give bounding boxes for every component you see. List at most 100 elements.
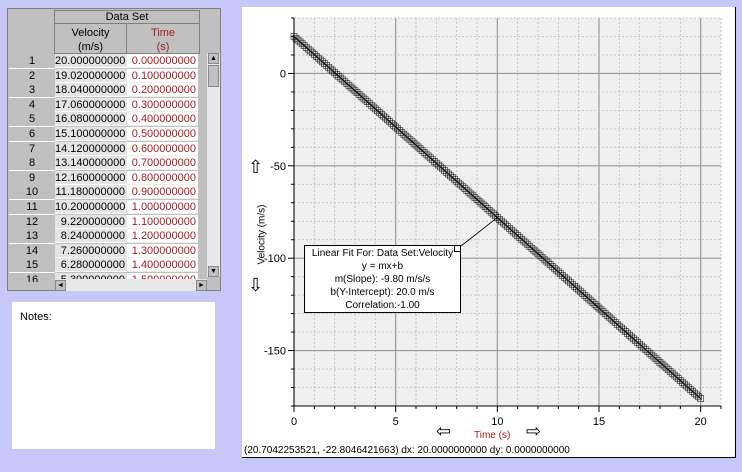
- table-row[interactable]: 14 7.260000000 1.300000000: [8, 243, 208, 259]
- time-cell[interactable]: 1.000000000: [127, 200, 198, 214]
- table-row[interactable]: 16 5.300000000 1.500000000: [8, 273, 208, 282]
- table-row[interactable]: 7 14.120000000 0.600000000: [8, 141, 208, 157]
- row-number[interactable]: 3: [9, 83, 55, 99]
- y-tick-label: -50: [270, 161, 286, 173]
- arrow-right-icon[interactable]: ⇨: [526, 421, 542, 441]
- row-number[interactable]: 13: [9, 229, 55, 245]
- table-row[interactable]: 5 16.080000000 0.400000000: [8, 112, 208, 128]
- time-cell[interactable]: 0.400000000: [127, 112, 198, 127]
- table-row[interactable]: 3 18.040000000 0.200000000: [8, 83, 208, 99]
- horizontal-scrollbar[interactable]: ◄ ►: [55, 279, 207, 291]
- scroll-up-button[interactable]: ▲: [208, 53, 219, 64]
- column-header-time[interactable]: Time (s): [126, 23, 200, 54]
- arrow-up-icon[interactable]: ⇧: [248, 157, 264, 177]
- data-point: [642, 346, 650, 354]
- data-point: [327, 65, 334, 73]
- velocity-time-graph[interactable]: 0 5 10 15 20 0 -50 -100 -150: [242, 7, 736, 458]
- table-row[interactable]: 13 8.240000000 1.200000000: [8, 229, 208, 245]
- scroll-left-button[interactable]: ◄: [55, 280, 66, 291]
- y-axis-label[interactable]: Velocity (m/s): [256, 204, 268, 265]
- graph-panel[interactable]: 0 5 10 15 20 0 -50 -100 -150 ⇧ ⇩ ⇦ ⇨ Time (s) Ve…: [242, 7, 736, 458]
- time-cell[interactable]: 0.900000000: [127, 185, 198, 200]
- row-number[interactable]: 2: [9, 68, 55, 84]
- time-cell[interactable]: 0.600000000: [127, 141, 198, 156]
- velocity-cell[interactable]: 6.280000000: [55, 258, 127, 273]
- vertical-scrollbar[interactable]: ▲ ▼: [207, 53, 220, 277]
- table-row[interactable]: 8 13.140000000 0.700000000: [8, 156, 208, 172]
- table-row[interactable]: 4 17.060000000 0.300000000: [8, 97, 208, 113]
- data-point: [524, 241, 532, 249]
- table-row[interactable]: 11 10.200000000 1.000000000: [8, 200, 208, 215]
- time-cell[interactable]: 1.200000000: [127, 229, 198, 244]
- velocity-cell[interactable]: 15.100000000: [55, 127, 127, 141]
- time-cell[interactable]: 0.700000000: [127, 156, 198, 171]
- velocity-cell[interactable]: 14.120000000: [55, 141, 127, 156]
- velocity-cell[interactable]: 13.140000000: [55, 156, 127, 171]
- velocity-cell[interactable]: 18.040000000: [55, 83, 127, 98]
- data-point: [498, 217, 505, 225]
- table-row[interactable]: 9 12.160000000 0.800000000: [8, 170, 208, 186]
- arrow-down-icon[interactable]: ⇩: [248, 275, 264, 295]
- row-number[interactable]: 6: [9, 127, 55, 142]
- data-point: [664, 366, 672, 373]
- column-header-velocity[interactable]: Velocity (m/s): [54, 23, 127, 54]
- row-number[interactable]: 12: [9, 214, 55, 230]
- data-point: [394, 125, 402, 133]
- row-number[interactable]: 9: [9, 170, 55, 186]
- table-row[interactable]: 1 20.000000000 0.000000000: [8, 54, 208, 69]
- data-point: [601, 310, 609, 317]
- time-cell[interactable]: 1.400000000: [127, 258, 198, 273]
- time-cell[interactable]: 0.500000000: [127, 127, 198, 141]
- data-point: [518, 235, 526, 243]
- table-row[interactable]: 12 9.220000000 1.100000000: [8, 214, 208, 230]
- velocity-cell[interactable]: 16.080000000: [55, 112, 127, 127]
- arrow-left-icon[interactable]: ⇦: [436, 421, 452, 441]
- velocity-cell[interactable]: 7.260000000: [55, 243, 127, 258]
- row-number[interactable]: 1: [9, 54, 55, 69]
- row-number[interactable]: 15: [9, 258, 55, 274]
- velocity-cell[interactable]: 17.060000000: [55, 97, 127, 112]
- notes-panel[interactable]: Notes:: [12, 302, 215, 449]
- velocity-cell[interactable]: 20.000000000: [55, 54, 127, 68]
- velocity-cell[interactable]: 5.300000000: [55, 273, 127, 282]
- time-cell[interactable]: 0.100000000: [127, 68, 198, 83]
- scroll-down-button[interactable]: ▼: [208, 266, 219, 277]
- time-cell[interactable]: 0.300000000: [127, 97, 198, 112]
- row-number[interactable]: 16: [9, 273, 55, 282]
- table-row[interactable]: 2 19.020000000 0.100000000: [8, 68, 208, 84]
- time-cell[interactable]: 1.100000000: [127, 214, 198, 229]
- row-number[interactable]: 11: [9, 200, 55, 215]
- fit-box-handle[interactable]: [454, 245, 461, 252]
- scroll-thumb[interactable]: [208, 65, 219, 87]
- velocity-cell[interactable]: 11.180000000: [55, 185, 127, 200]
- data-point: [329, 67, 336, 75]
- row-number[interactable]: 8: [9, 156, 55, 172]
- row-number[interactable]: 5: [9, 112, 55, 128]
- table-row[interactable]: 15 6.280000000 1.400000000: [8, 258, 208, 274]
- velocity-cell[interactable]: 19.020000000: [55, 68, 127, 83]
- time-cell[interactable]: 0.000000000: [127, 54, 198, 68]
- row-number[interactable]: 10: [9, 185, 55, 201]
- data-point: [589, 299, 597, 306]
- velocity-cell[interactable]: 10.200000000: [55, 200, 127, 214]
- row-number[interactable]: 14: [9, 243, 55, 259]
- time-cell[interactable]: 1.300000000: [127, 243, 198, 258]
- table-row[interactable]: 6 15.100000000 0.500000000: [8, 127, 208, 142]
- data-point: [679, 378, 686, 386]
- row-number[interactable]: 7: [9, 141, 55, 157]
- time-cell[interactable]: 1.500000000: [127, 273, 198, 282]
- x-axis-label[interactable]: Time (s): [474, 430, 511, 441]
- data-point: [453, 177, 461, 185]
- linear-fit-box[interactable]: Linear Fit For: Data Set:Velocity y = mx…: [304, 245, 461, 313]
- data-point: [483, 205, 491, 212]
- data-point: [292, 34, 300, 42]
- fit-intercept: b(Y-Intercept): 20.0 m/s: [330, 287, 435, 298]
- row-number[interactable]: 4: [9, 97, 55, 113]
- table-row[interactable]: 10 11.180000000 0.900000000: [8, 185, 208, 201]
- scroll-right-button[interactable]: ►: [196, 280, 207, 291]
- velocity-cell[interactable]: 12.160000000: [55, 170, 127, 185]
- time-cell[interactable]: 0.800000000: [127, 170, 198, 185]
- velocity-cell[interactable]: 8.240000000: [55, 229, 127, 244]
- velocity-cell[interactable]: 9.220000000: [55, 214, 127, 229]
- time-cell[interactable]: 0.200000000: [127, 83, 198, 98]
